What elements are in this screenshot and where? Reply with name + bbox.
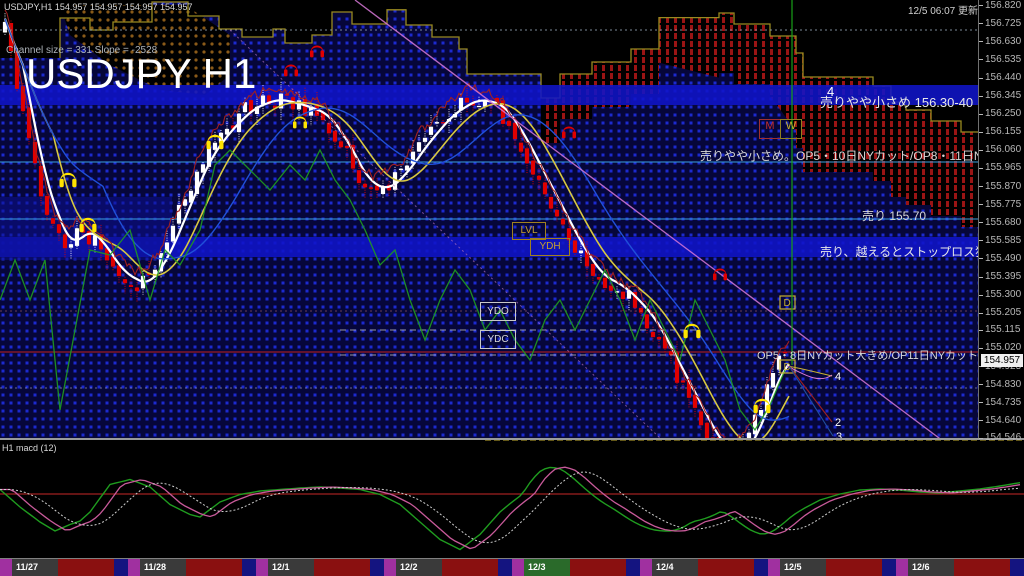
svg-text:D: D <box>784 298 791 309</box>
svg-text:3: 3 <box>836 431 842 438</box>
svg-text:4: 4 <box>835 371 841 383</box>
svg-text:2: 2 <box>835 417 841 429</box>
